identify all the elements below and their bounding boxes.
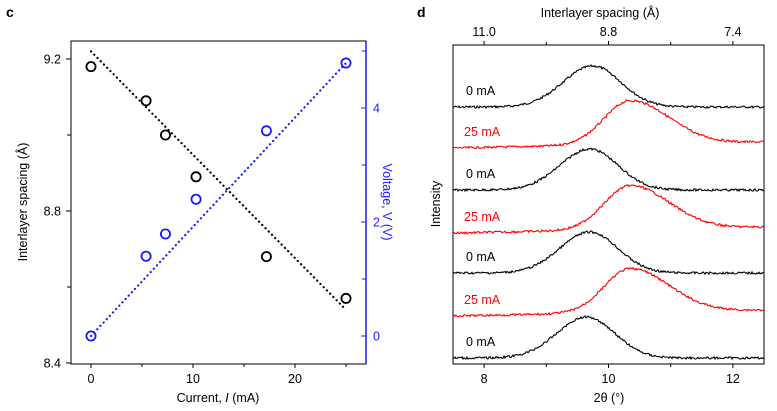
curve-label: 0 mA <box>466 84 496 98</box>
y-axis-title-d: Intensity <box>429 180 443 227</box>
curve-label: 0 mA <box>466 250 496 264</box>
xrd-curve-0mA <box>452 230 765 276</box>
data-point-spacing <box>159 129 171 141</box>
y2-tick-label-c: 0 <box>373 330 380 344</box>
data-point-spacing <box>190 171 202 183</box>
y2-tick-label-c: 2 <box>373 216 380 230</box>
axis-ticks-d: 8 10 12 11.0 8.8 7.4 <box>472 25 741 386</box>
plot-frame-c <box>70 40 367 365</box>
top-axis-title-d: Interlayer spacing (Å) <box>541 5 660 20</box>
plot-frame-d <box>452 44 765 365</box>
data-point-voltage <box>340 57 352 69</box>
curve-label: 25 mA <box>464 293 501 307</box>
top-x-tick-label-d: 11.0 <box>472 25 495 39</box>
data-point-spacing <box>140 95 152 107</box>
data-point-spacing <box>340 292 352 304</box>
xrd-curve-25mA <box>452 99 765 150</box>
panel-label-d: d <box>417 4 426 20</box>
data-points-c <box>85 57 352 342</box>
panel-label-c: c <box>6 4 14 20</box>
data-point-voltage <box>159 228 171 240</box>
top-x-tick-label-d: 8.8 <box>600 25 617 39</box>
axis-ticks-c: 0 10 20 9.2 8.8 8.4 0 2 4 <box>44 50 380 386</box>
data-point-spacing <box>85 61 97 73</box>
x-tick-label-d: 8 <box>481 372 488 386</box>
y2-axis-title-c: Voltage, V (V) <box>380 163 394 240</box>
y-axis-title-c: Interlayer spacing (Å) <box>15 143 30 262</box>
x-axis-title-d: 2θ (°) <box>594 391 625 405</box>
data-point-spacing <box>260 251 272 263</box>
xrd-curve-25mA <box>452 184 765 235</box>
data-point-voltage <box>140 250 152 262</box>
xrd-curve-25mA <box>452 266 765 318</box>
fit-line-spacing <box>89 50 348 311</box>
fit-lines-c <box>89 50 348 338</box>
y2-tick-label-c: 4 <box>373 102 380 116</box>
x-axis-title-c: Current, I (mA) <box>177 391 260 405</box>
x-tick-label-d: 10 <box>602 372 616 386</box>
y-tick-label-c: 9.2 <box>44 53 61 67</box>
y-tick-label-c: 8.4 <box>44 357 61 371</box>
data-point-voltage <box>260 125 272 137</box>
data-point-voltage <box>190 193 202 205</box>
x-tick-label-c: 0 <box>88 372 95 386</box>
x-tick-label-d: 12 <box>726 372 740 386</box>
top-x-tick-label-d: 7.4 <box>724 25 741 39</box>
x-tick-label-c: 10 <box>186 372 200 386</box>
x-tick-label-c: 20 <box>288 372 302 386</box>
xrd-curve-0mA <box>452 315 765 361</box>
xrd-curve-0mA <box>452 147 765 193</box>
curve-label: 0 mA <box>466 335 496 349</box>
curve-label: 25 mA <box>464 210 501 224</box>
curve-labels-d: 0 mA 25 mA 0 mA 25 mA 0 mA 25 mA 0 mA <box>464 84 501 349</box>
panel-c: c 0 10 20 9.2 8.8 8.4 0 2 4 Current, I (mA) Inte… <box>6 4 394 405</box>
curve-label: 25 mA <box>464 125 501 139</box>
data-point-voltage <box>85 330 97 342</box>
curves-d <box>452 64 765 361</box>
y-tick-label-c: 8.8 <box>44 205 61 219</box>
curve-label: 0 mA <box>466 167 496 181</box>
fit-line-voltage <box>89 61 348 338</box>
xrd-curve-0mA <box>452 64 765 109</box>
